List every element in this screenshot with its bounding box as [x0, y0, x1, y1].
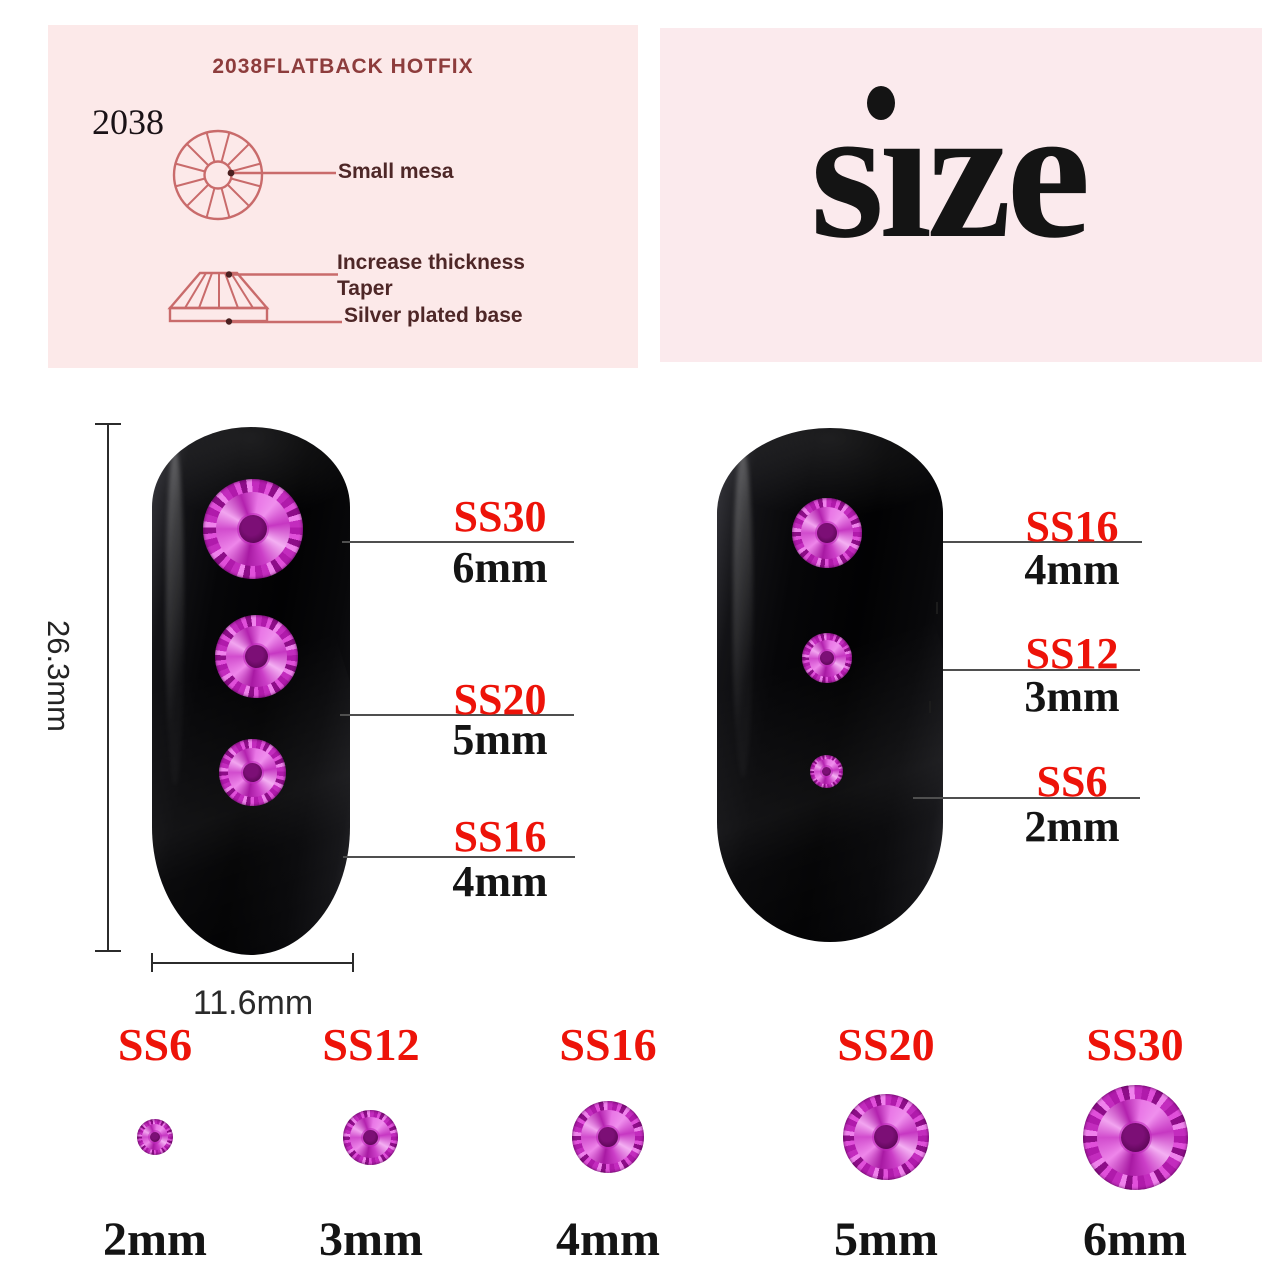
callout-6mm: 6mm: [452, 543, 548, 592]
top-view-outline: [172, 129, 264, 221]
nail-height-label: 26.3mm: [41, 620, 76, 732]
side-view-facet-lines: [184, 272, 254, 309]
rhinestone-ss12-on-nail: [802, 633, 852, 683]
rhinestone-ss20-on-nail: [215, 615, 298, 698]
top-view-facet-spokes: [175, 132, 261, 218]
chart-label-ss6: SS6: [117, 1019, 193, 1070]
nail-width-label: 11.6mm: [192, 984, 314, 1022]
callout-line-ss12: [943, 669, 1140, 671]
nail-width-dimension-line: [152, 962, 353, 964]
chart-gem-ss30: [1083, 1085, 1188, 1190]
chart-gem-ss16: [572, 1101, 644, 1173]
rhinestone-ss16-on-nail: [219, 739, 286, 806]
size-heading: sıze: [810, 68, 1090, 278]
dimension-cap-bottom: [95, 950, 121, 952]
callout-2mm: 2mm: [1024, 802, 1120, 851]
size-heading-i-dot: [867, 86, 895, 120]
label-increase-thickness: Increase thickness: [337, 251, 525, 274]
chart-label-4mm: 4mm: [556, 1213, 660, 1266]
nail-height-dimension-line: [107, 424, 109, 952]
chart-label-6mm: 6mm: [1083, 1213, 1187, 1266]
callout-line-ss20: [340, 714, 574, 716]
model-number: 2038: [92, 102, 164, 142]
callout-ss16-right: SS16: [1025, 502, 1119, 551]
label-silver-plated-base: Silver plated base: [344, 304, 523, 327]
dimension-tick-left: [151, 953, 153, 972]
rhinestone-ss6-on-nail: [810, 755, 843, 788]
top-view-mesa-circle: [203, 160, 233, 190]
chart-label-3mm: 3mm: [319, 1213, 423, 1266]
chart-label-2mm: 2mm: [103, 1213, 207, 1266]
chart-label-ss20: SS20: [837, 1019, 935, 1070]
rhinestone-technical-drawing: [167, 129, 342, 325]
rhinestone-ss16-on-nail-right: [792, 498, 862, 568]
flatback-diagram-panel: 2038FLATBACK HOTFIX 2038: [48, 25, 638, 368]
chart-gem-ss6: [137, 1119, 173, 1155]
nail-edge-tick-1: [936, 602, 938, 614]
callout-ss20: SS20: [453, 675, 547, 724]
chart-label-ss12: SS12: [322, 1019, 420, 1070]
callout-line-ss6: [913, 797, 1140, 799]
callout-5mm: 5mm: [452, 715, 548, 764]
callout-line-ss16-right: [943, 541, 1142, 543]
side-view-base: [168, 306, 269, 323]
callout-3mm: 3mm: [1024, 672, 1120, 721]
leader-dots: [225, 169, 235, 325]
diagram-title: 2038FLATBACK HOTFIX: [212, 55, 474, 78]
rhinestone-ss30-on-nail: [203, 479, 303, 579]
dimension-cap-top: [95, 423, 121, 425]
callout-line-ss16-left: [343, 856, 575, 858]
callout-ss6: SS6: [1036, 757, 1108, 806]
chart-label-5mm: 5mm: [834, 1213, 938, 1266]
callout-line-ss30: [342, 541, 574, 543]
dimension-tick-right: [352, 953, 354, 972]
callout-ss30: SS30: [453, 492, 547, 541]
callout-4mm-right: 4mm: [1024, 545, 1120, 594]
chart-label-ss16: SS16: [559, 1019, 657, 1070]
label-taper: Taper: [337, 277, 393, 300]
chart-gem-ss20: [843, 1094, 929, 1180]
chart-gem-ss12: [343, 1110, 398, 1165]
chart-label-ss30: SS30: [1086, 1019, 1184, 1070]
size-heading-panel: sıze: [660, 28, 1262, 362]
callout-ss12: SS12: [1025, 629, 1119, 678]
callout-ss16-left: SS16: [453, 812, 547, 861]
nail-edge-tick-2: [929, 701, 931, 713]
callout-4mm-left: 4mm: [452, 857, 548, 906]
label-small-mesa: Small mesa: [338, 160, 454, 183]
